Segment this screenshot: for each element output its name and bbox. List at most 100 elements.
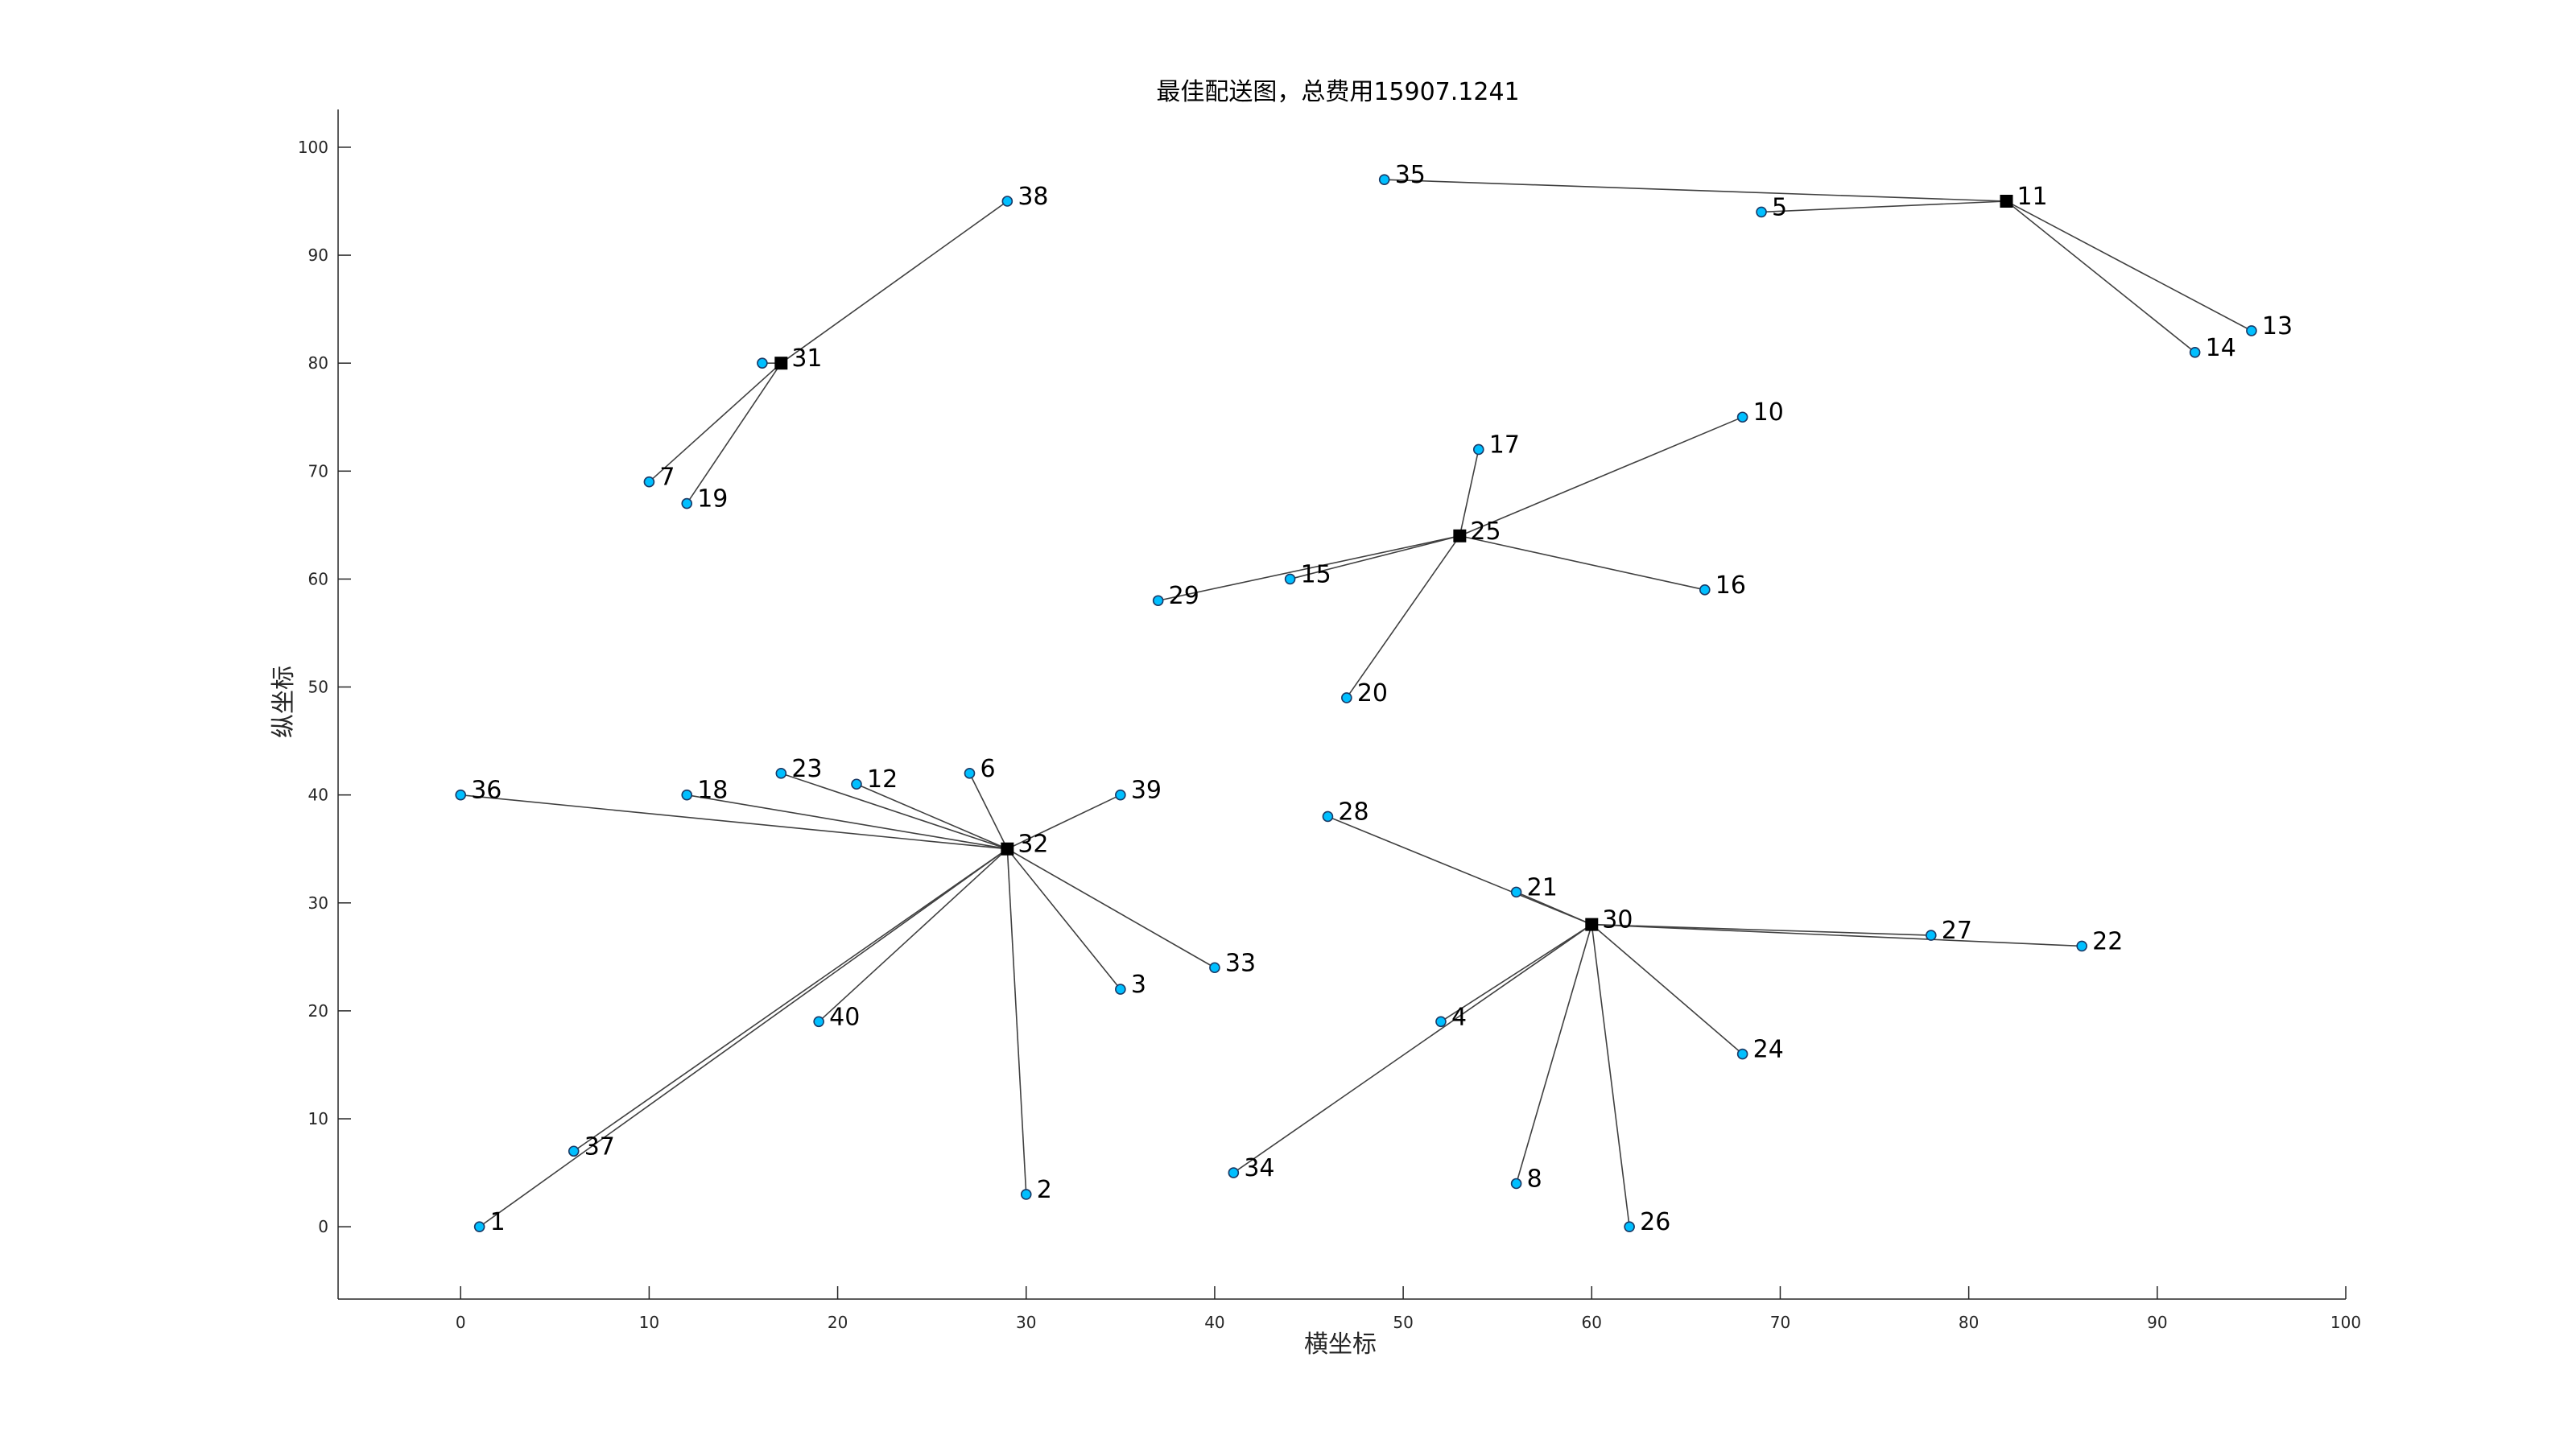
customer-point [1115, 984, 1126, 995]
customer-label: 18 [697, 777, 728, 805]
y-tick-label: 80 [308, 353, 328, 373]
customer-point [473, 1221, 485, 1232]
customer-label: 35 [1395, 161, 1426, 189]
route-line [968, 773, 1009, 850]
customer-label: 13 [2262, 312, 2293, 340]
x-tick-label: 10 [639, 1313, 659, 1332]
x-tick-label: 40 [1204, 1313, 1224, 1332]
customer-point [2246, 325, 2257, 336]
points [455, 174, 2257, 1232]
y-tick-label: 10 [308, 1109, 328, 1128]
depot-marker [2000, 195, 2013, 208]
route-line [573, 848, 1008, 1152]
route-line [1591, 923, 1931, 936]
customer-label: 24 [1753, 1036, 1784, 1064]
customer-point [1736, 411, 1748, 423]
customer-label: 26 [1640, 1208, 1670, 1236]
customer-point [1228, 1167, 1240, 1178]
customer-point [1322, 811, 1334, 823]
x-tick-label: 50 [1393, 1313, 1413, 1332]
depot-label: 30 [1602, 906, 1633, 934]
customer-label: 38 [1018, 183, 1048, 211]
customer-point [1001, 196, 1013, 207]
route-line [1459, 416, 1743, 537]
customer-label: 33 [1225, 949, 1256, 977]
customer-label: 40 [829, 1003, 860, 1031]
customer-point [1472, 443, 1484, 456]
route-line [1006, 794, 1121, 850]
customer-label: 17 [1489, 431, 1520, 459]
x-tick-label: 90 [2147, 1313, 2167, 1332]
customer-label: 4 [1451, 1003, 1467, 1031]
customer-label: 39 [1131, 777, 1162, 805]
route-line [1006, 848, 1121, 990]
customer-point [964, 768, 976, 779]
route-line [479, 848, 1008, 1227]
y-tick-label: 90 [308, 245, 328, 265]
route-line [781, 773, 1008, 850]
route-line [687, 794, 1008, 850]
route-line [1232, 923, 1592, 1174]
x-tick-label: 70 [1770, 1313, 1790, 1332]
customer-label: 20 [1357, 679, 1388, 707]
customer-point [851, 778, 862, 790]
customer-label: 19 [697, 485, 728, 514]
customer-point [1209, 962, 1220, 974]
y-axis-title: 纵坐标 [270, 666, 298, 738]
customer-label: 10 [1753, 398, 1784, 427]
x-tick-label: 30 [1016, 1313, 1036, 1332]
customer-point [1435, 1016, 1447, 1028]
customer-point [813, 1016, 824, 1028]
customer-point [2189, 346, 2201, 358]
customer-point [1115, 789, 1126, 801]
y-tick-label: 40 [308, 786, 328, 805]
route-lines [460, 179, 2252, 1227]
route-line [818, 848, 1008, 1022]
customer-label: 1 [490, 1208, 506, 1236]
chart-title: 最佳配送图，总费用15907.1241 [1156, 78, 1519, 106]
x-tick-label: 20 [828, 1313, 848, 1332]
customer-label: 23 [791, 755, 822, 783]
customer-label: 15 [1301, 560, 1331, 588]
axes: 0 10 20 30 40 50 60 70 80 90 100 0 10 20 30 40 50 60 70 80 9… [298, 109, 2361, 1332]
customer-label: 8 [1527, 1165, 1542, 1193]
customer-point [1926, 930, 1937, 941]
customer-label: 21 [1527, 873, 1558, 901]
customer-point [681, 789, 693, 801]
customer-label: 36 [471, 777, 502, 805]
route-line [1459, 534, 1705, 591]
depot-label: 11 [2017, 183, 2047, 211]
route-line [2006, 200, 2252, 332]
customer-label: 28 [1338, 798, 1368, 826]
y-tick-label: 20 [308, 1001, 328, 1021]
customer-point [1152, 595, 1164, 607]
route-line [1384, 179, 2007, 202]
depot-label: 25 [1470, 518, 1501, 546]
y-tick-label: 50 [308, 678, 328, 697]
customer-label: 16 [1715, 571, 1746, 600]
customer-label: 29 [1169, 582, 1199, 610]
route-line [1459, 449, 1480, 536]
customer-point [775, 768, 787, 779]
route-line [1591, 923, 1744, 1055]
customer-label: 2 [1037, 1176, 1052, 1204]
customer-label: 27 [1942, 917, 1972, 945]
route-line [856, 783, 1008, 850]
customer-point [1736, 1048, 1748, 1060]
route-line [1327, 815, 1592, 926]
route-line [2005, 200, 2196, 353]
customer-point [2076, 940, 2087, 952]
customer-label: 34 [1244, 1154, 1274, 1182]
depot-marker [1001, 842, 1014, 856]
customer-point [681, 497, 693, 509]
customer-point [455, 789, 467, 801]
route-line [780, 200, 1008, 364]
route-line [686, 362, 782, 504]
customer-label: 12 [867, 765, 898, 794]
point-labels: 1234567891011121314151617181920212223242… [471, 161, 2293, 1236]
customer-label: 37 [584, 1132, 615, 1161]
customer-point [1341, 692, 1352, 703]
route-line [1006, 848, 1216, 968]
